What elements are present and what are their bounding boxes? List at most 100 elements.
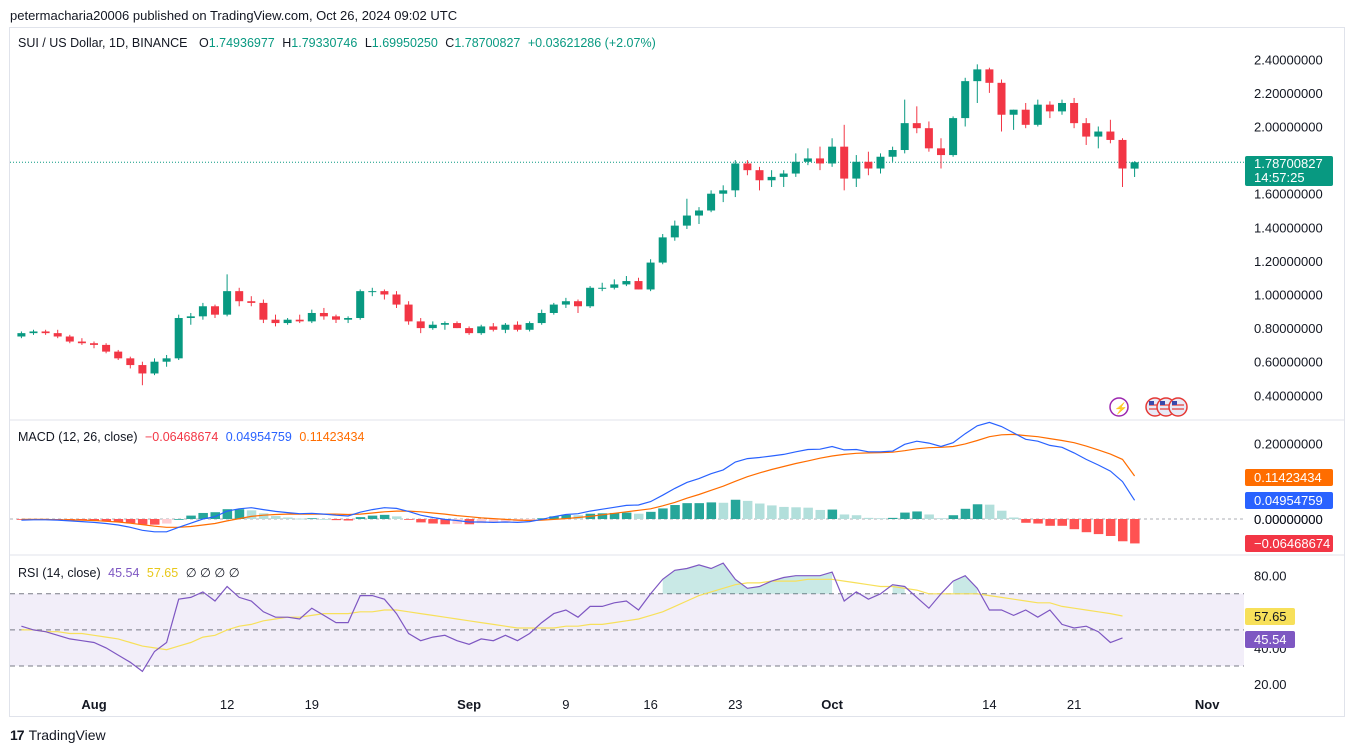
macd-histogram-bar	[718, 502, 729, 519]
candle	[404, 301, 413, 325]
candle-body	[392, 294, 401, 305]
rsi-overbought-fill	[662, 563, 833, 594]
candle	[150, 358, 159, 376]
candle	[634, 277, 643, 290]
macd-histogram-bar	[694, 503, 704, 519]
candle-body	[1045, 104, 1054, 112]
macd-histogram-bar	[730, 499, 741, 519]
rsi-axis-tick: 20.00	[1254, 677, 1287, 692]
time-axis-tick: 9	[562, 697, 569, 712]
time-axis-tick: Sep	[457, 697, 481, 712]
macd-histogram-bar	[912, 511, 922, 519]
candle-body	[586, 287, 595, 307]
candle	[271, 314, 280, 327]
macd-histogram-bar	[428, 519, 438, 524]
candle-body	[307, 312, 316, 322]
candle	[937, 138, 945, 169]
macd-histogram-bar	[960, 508, 971, 519]
footer-brand: TradingView	[28, 727, 106, 743]
candle	[477, 324, 486, 335]
rsi-ma-value: 57.65	[146, 566, 179, 580]
tradingview-footer[interactable]: 17 TradingView	[10, 727, 106, 743]
macd-histogram-bar	[452, 519, 462, 524]
candle-body	[90, 343, 98, 345]
macd-histogram-bar	[876, 518, 886, 520]
macd-histogram-bar	[271, 515, 281, 519]
macd-histogram-bar	[137, 519, 148, 525]
candle-body	[283, 319, 292, 324]
rsi-value: 45.54	[108, 566, 140, 580]
macd-histogram-bar	[367, 515, 378, 519]
macd-histogram-bar	[416, 519, 426, 523]
candle-body	[271, 319, 280, 324]
candle-body	[985, 69, 994, 83]
macd-histogram-bar	[549, 516, 559, 519]
candle	[1045, 101, 1054, 119]
macd-histogram-bar	[379, 514, 390, 519]
candle	[416, 318, 425, 334]
ohlc-change: +0.03621286 (+2.07%)	[527, 36, 656, 50]
macd-histogram-bar	[210, 512, 220, 519]
candle	[828, 138, 837, 167]
candle-body	[658, 237, 667, 263]
candle-body	[513, 324, 522, 330]
candle	[17, 331, 26, 339]
candle	[864, 151, 873, 176]
rsi-ma-badge-text: 57.65	[1254, 609, 1287, 624]
price-axis-tick: 1.00000000	[1254, 288, 1323, 303]
candle	[307, 309, 316, 324]
candle	[670, 220, 679, 241]
candle	[803, 148, 812, 166]
macd-histogram-bar	[101, 519, 112, 522]
candle	[126, 356, 135, 369]
candle-body	[755, 170, 764, 181]
candle-body	[900, 123, 909, 151]
candle	[840, 124, 849, 191]
rsi-title[interactable]: RSI (14, close)	[18, 566, 101, 580]
macd-histogram-bar	[997, 510, 1007, 519]
tradingview-logo-icon: 17	[10, 727, 25, 743]
candle	[90, 341, 98, 349]
macd-histogram-bar	[476, 519, 487, 524]
price-badge-value: 1.78700827	[1254, 156, 1323, 171]
candle-body	[416, 321, 425, 329]
macd-signal-badge	[1245, 469, 1333, 486]
candle-body	[65, 336, 74, 342]
symbol-title[interactable]: SUI / US Dollar, 1D, BINANCE	[18, 36, 188, 50]
macd-histogram-bar	[948, 515, 959, 519]
macd-histogram-bar	[646, 511, 656, 519]
candle-body	[537, 312, 546, 324]
macd-histogram-bar	[343, 519, 354, 521]
candle-body	[489, 326, 498, 330]
candle-body	[235, 291, 244, 302]
candle	[598, 282, 607, 292]
macd-histogram-bar	[525, 519, 535, 521]
macd-histogram-bar	[621, 512, 632, 519]
candle	[29, 329, 38, 335]
rsi-ma-badge	[1245, 608, 1295, 625]
macd-histogram-bar	[1045, 519, 1055, 526]
macd-histogram-bar	[900, 512, 910, 519]
candle	[973, 64, 982, 103]
macd-signal-line	[21, 433, 1136, 528]
macd-value-badge	[1245, 492, 1333, 509]
macd-histogram-bar	[222, 509, 233, 519]
time-axis-tick: 14	[982, 697, 996, 712]
candle	[755, 166, 764, 191]
candle-body	[610, 284, 619, 288]
macd-histogram-bar	[319, 519, 329, 520]
candle	[743, 160, 752, 176]
candle	[997, 79, 1006, 132]
candle	[259, 299, 268, 324]
candle	[791, 153, 800, 177]
candle	[767, 170, 776, 187]
macd-axis-tick: 0.00000000	[1254, 512, 1323, 527]
macd-histogram-bar	[307, 518, 317, 520]
time-axis-tick: 19	[305, 697, 319, 712]
macd-histogram-bar	[174, 519, 184, 520]
candle-body	[670, 225, 679, 238]
candle	[610, 279, 619, 290]
chart-frame	[9, 27, 1345, 717]
macd-title[interactable]: MACD (12, 26, close)	[18, 430, 138, 444]
